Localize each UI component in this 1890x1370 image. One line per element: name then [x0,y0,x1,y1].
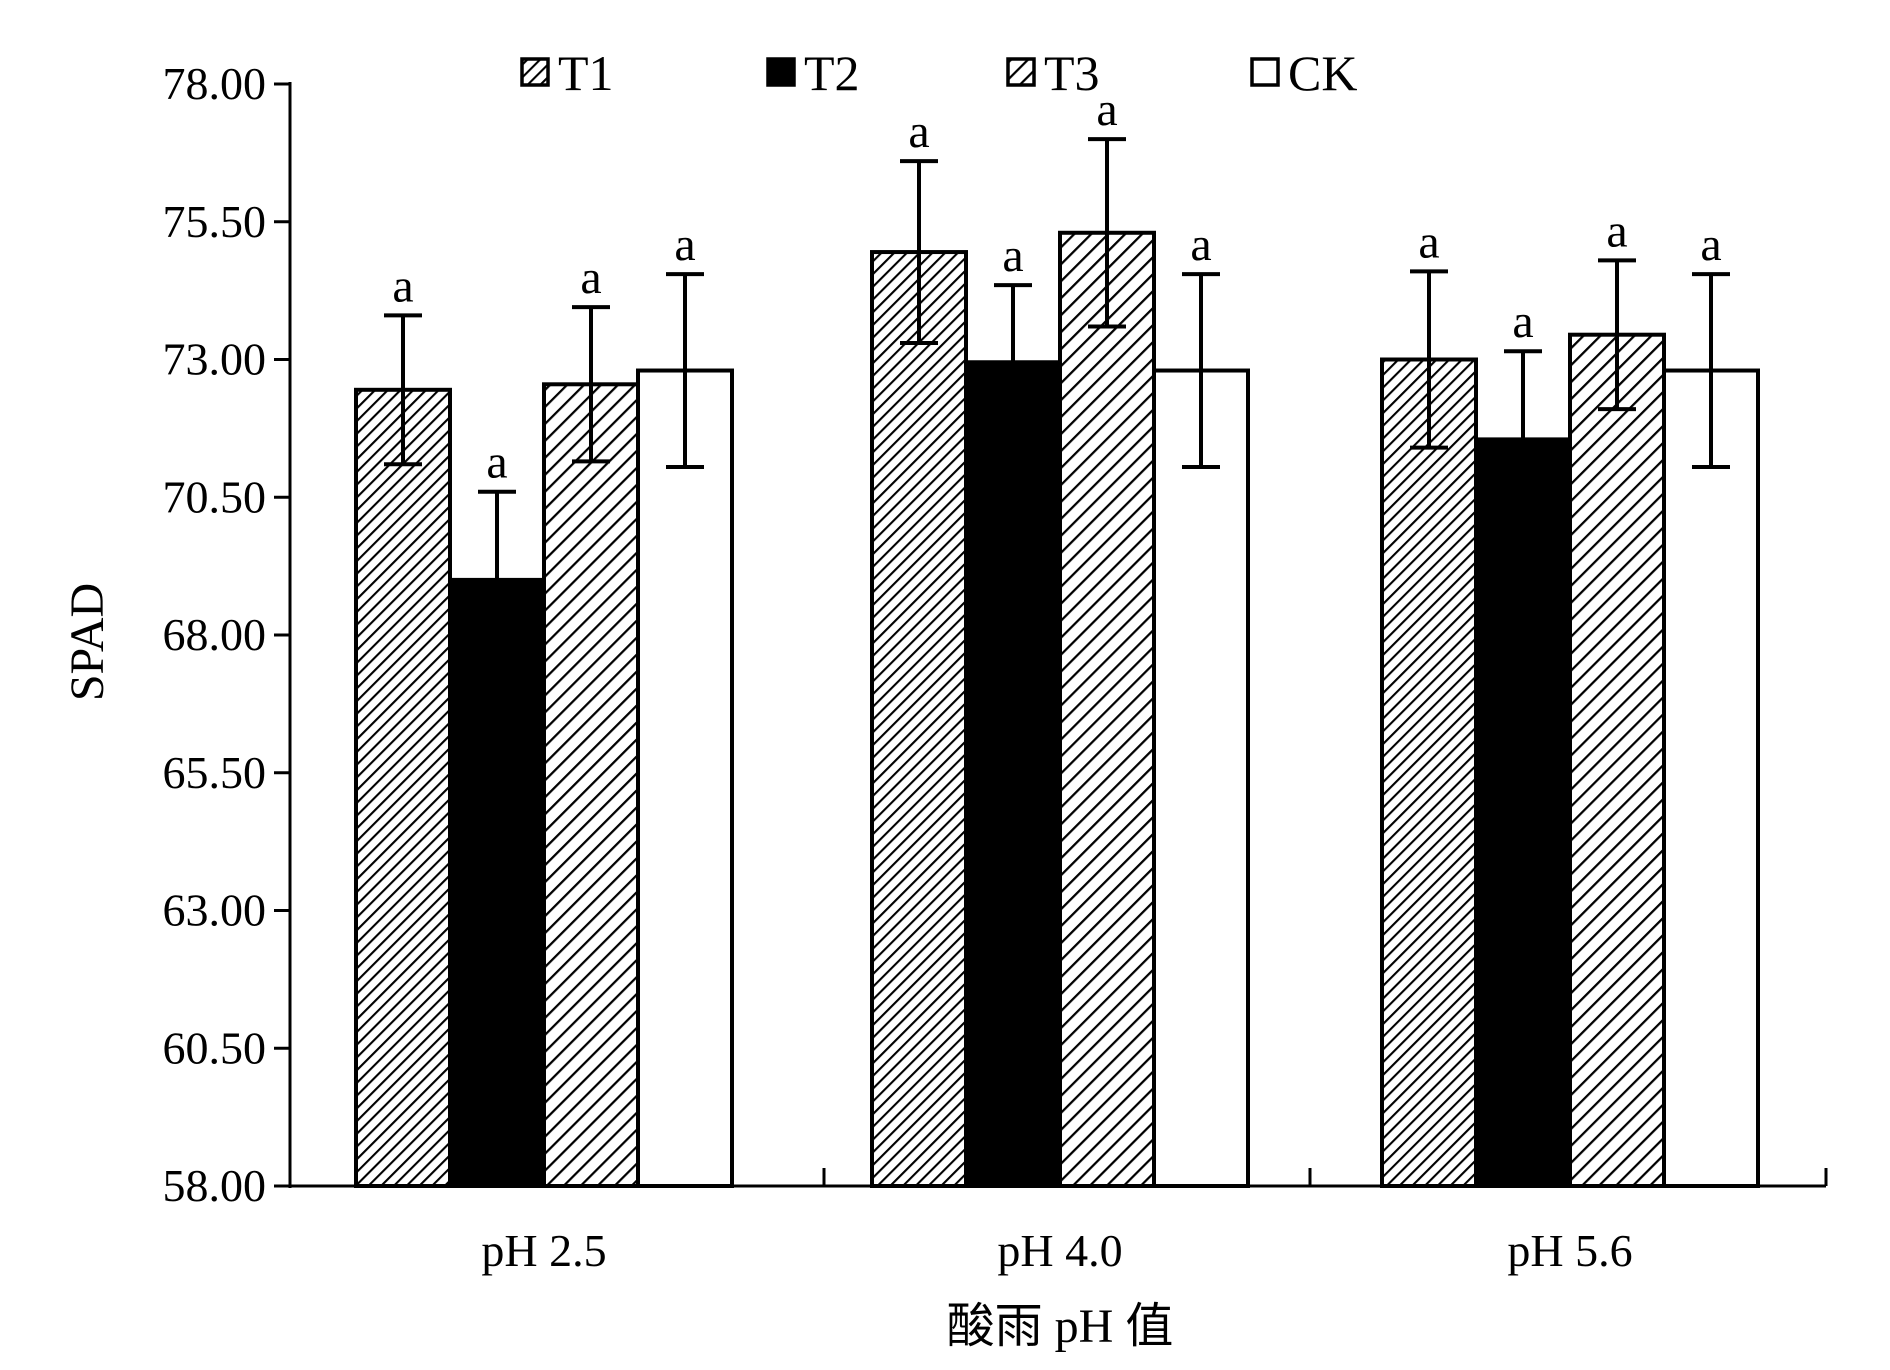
y-tick-label: 73.00 [163,334,267,385]
legend-swatch-ck [1250,57,1280,87]
bar-ck-0 [636,368,734,1188]
x-tick-label: pH 2.5 [481,1225,606,1276]
bar-t3-2 [1568,332,1666,1188]
x-tick-label: pH 5.6 [1507,1225,1632,1276]
legend-label-t2: T2 [804,45,860,101]
x-axis-title: 酸雨 pH 值 [947,1300,1174,1353]
bar-t2-2 [1474,437,1572,1188]
significance-label: a [674,218,695,271]
bar-t1-2 [1380,357,1478,1188]
y-tick-label: 60.50 [163,1022,267,1073]
y-tick-label: 78.00 [163,58,267,109]
axes-layer: pH 2.5 pH 4.0 pH 5.6 58.00 60.50 63.00 65.50 68… [163,58,1828,1276]
bar-t2-1 [964,360,1062,1188]
legend-swatch-t1 [520,57,550,87]
significance-label: a [580,251,601,304]
legend-label-ck: CK [1288,45,1357,101]
y-tick-label: 70.50 [163,471,267,522]
bar-t3-0 [542,382,640,1189]
significance-label: a [1512,295,1533,348]
legend-label-t3: T3 [1044,45,1100,101]
significance-label: a [1700,218,1721,271]
bars-layer [354,230,1760,1189]
significance-labels-layer: a a a a a a a a a a a a [392,83,1721,489]
significance-label: a [1190,218,1211,271]
error-bars-layer [384,137,1730,671]
significance-label: a [908,105,929,158]
y-tick-label: 58.00 [163,1160,267,1211]
significance-label: a [1002,229,1023,282]
bar-t1-0 [354,387,452,1188]
x-tick-label: pH 4.0 [997,1225,1122,1276]
legend-label-t1: T1 [558,45,614,101]
significance-label: a [1418,215,1439,268]
legend-swatch-t2 [766,57,796,87]
significance-label: a [1096,83,1117,136]
legend-swatch-t3 [1006,57,1036,87]
significance-label: a [486,436,507,489]
y-axis-title: SPAD [61,583,114,701]
bar-ck-1 [1152,368,1250,1188]
y-tick-label: 63.00 [163,885,267,936]
y-tick-label: 75.50 [163,196,267,247]
legend: T1 T2 T3 CK [520,45,1357,101]
bar-ck-2 [1662,368,1760,1188]
bar-t1-1 [870,250,968,1188]
significance-label: a [392,259,413,312]
bar-t3-1 [1058,230,1156,1188]
y-tick-label: 65.50 [163,747,267,798]
significance-label: a [1606,204,1627,257]
bar-t2-0 [448,577,546,1188]
y-tick-label: 68.00 [163,609,267,660]
